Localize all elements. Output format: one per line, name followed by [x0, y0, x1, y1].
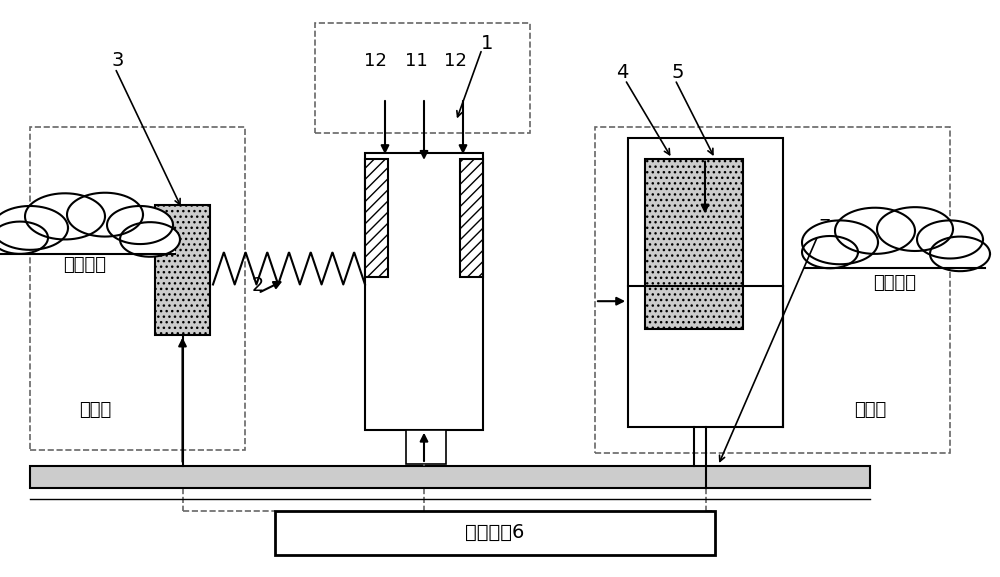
Text: 2: 2	[252, 276, 264, 295]
Text: 5: 5	[672, 63, 684, 81]
Text: 外界环境: 外界环境	[64, 256, 106, 275]
Text: 制冷区: 制冷区	[79, 400, 111, 419]
Bar	[365, 153, 483, 430]
Text: 12: 12	[444, 51, 466, 70]
Bar	[365, 159, 388, 277]
Circle shape	[0, 222, 48, 254]
Circle shape	[67, 193, 143, 237]
Circle shape	[120, 222, 180, 257]
Circle shape	[877, 207, 953, 251]
Bar	[315, 23, 530, 133]
Bar	[0, 231, 175, 254]
Bar	[30, 466, 870, 488]
Circle shape	[0, 206, 68, 250]
Circle shape	[930, 237, 990, 271]
Text: 外界环境: 外界环境	[874, 273, 916, 292]
Circle shape	[107, 206, 173, 244]
Text: 12: 12	[364, 51, 386, 70]
Text: 11: 11	[405, 51, 427, 70]
Text: 散热区: 散热区	[854, 400, 886, 419]
Bar	[30, 127, 245, 450]
Circle shape	[802, 236, 858, 268]
Circle shape	[25, 193, 105, 239]
Bar	[805, 245, 985, 268]
Bar	[275, 511, 715, 555]
Text: 7: 7	[819, 219, 831, 237]
Bar	[595, 127, 950, 453]
Circle shape	[802, 220, 878, 264]
Bar	[460, 159, 483, 277]
Bar	[406, 430, 446, 464]
Circle shape	[917, 220, 983, 258]
Circle shape	[835, 208, 915, 254]
Bar	[645, 159, 743, 329]
Bar	[155, 205, 210, 335]
Text: 3: 3	[112, 51, 124, 70]
Bar	[628, 138, 783, 427]
Text: 控制电源6: 控制电源6	[465, 523, 525, 542]
Text: 1: 1	[481, 34, 493, 53]
Text: 4: 4	[616, 63, 628, 81]
